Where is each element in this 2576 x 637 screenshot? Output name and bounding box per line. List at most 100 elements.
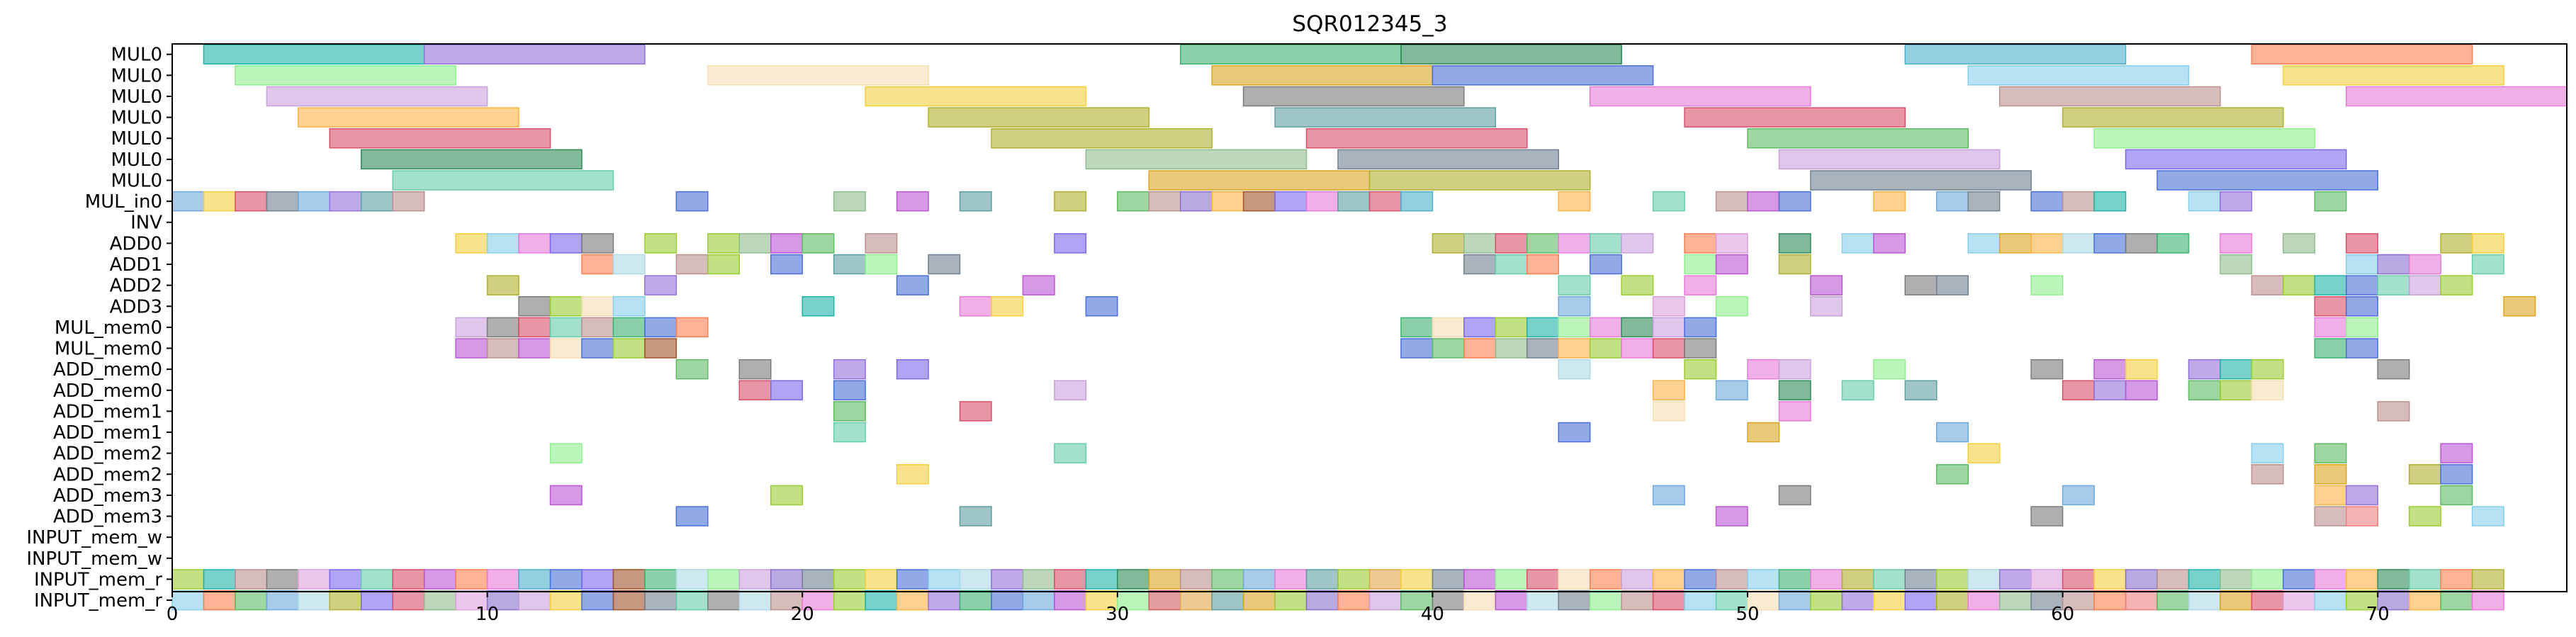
task-bar-92: [1589, 233, 1622, 254]
task-bar-88: [1463, 233, 1497, 254]
task-bar-271: [171, 569, 205, 590]
task-bar-253: [2408, 464, 2441, 485]
task-bar-259: [2062, 485, 2095, 506]
task-bar-301: [1117, 569, 1150, 590]
task-bar-411: [2251, 590, 2284, 611]
task-bar-16: [1998, 86, 2221, 107]
task-bar-306: [1274, 569, 1307, 590]
task-bar-63: [1715, 191, 1748, 212]
task-bar-207: [1558, 359, 1591, 380]
task-bar-317: [1621, 569, 1654, 590]
y-tick-label-17: ADD_mem1: [53, 401, 162, 422]
task-bar-273: [235, 569, 268, 590]
task-bar-101: [2030, 233, 2064, 254]
task-bar-390: [1589, 590, 1622, 611]
task-bar-376: [1148, 590, 1181, 611]
y-tick-label-13: MUL_mem0: [55, 317, 162, 339]
task-bar-136: [1621, 275, 1654, 295]
task-bar-71: [2093, 191, 2127, 212]
task-bar-5: [2251, 44, 2473, 64]
task-bar-106: [2220, 233, 2253, 254]
task-bar-397: [1810, 590, 1843, 611]
task-bar-134: [1022, 275, 1055, 295]
task-bar-402: [1967, 590, 2001, 611]
task-bar-158: [1652, 296, 1685, 317]
task-bar-42: [298, 191, 331, 212]
task-bar-323: [1810, 569, 1843, 590]
task-bar-164: [455, 317, 488, 338]
task-bar-27: [2093, 128, 2316, 149]
y-tick-label-21: ADD_mem3: [53, 485, 162, 507]
task-bar-1: [423, 44, 646, 64]
x-tick-label-2: 20: [791, 604, 814, 625]
task-bar-252: [2314, 464, 2347, 485]
task-bar-210: [1778, 359, 1811, 380]
task-bar-414: [2346, 590, 2378, 611]
task-bar-64: [1747, 191, 1780, 212]
task-bar-363: [738, 590, 772, 611]
task-bar-386: [1463, 590, 1497, 611]
task-bar-277: [361, 569, 393, 590]
task-bar-316: [1589, 569, 1622, 590]
task-bar-33: [392, 170, 614, 191]
task-bar-167: [549, 317, 583, 338]
task-bar-309: [1368, 569, 1402, 590]
task-bar-248: [2440, 443, 2473, 463]
task-bar-342: [2408, 569, 2441, 590]
task-bar-208: [1684, 359, 1717, 380]
task-bar-146: [2377, 275, 2410, 295]
task-bar-96: [1778, 233, 1811, 254]
task-bar-110: [2471, 233, 2504, 254]
task-bar-130: [2471, 254, 2504, 275]
task-bar-165: [486, 317, 519, 338]
task-bar-321: [1747, 569, 1780, 590]
task-bar-315: [1558, 569, 1591, 590]
task-bar-281: [486, 569, 519, 590]
task-bar-127: [2346, 254, 2378, 275]
task-bar-267: [2314, 506, 2347, 526]
task-bar-308: [1337, 569, 1371, 590]
task-bar-152: [612, 296, 646, 317]
task-bar-351: [361, 590, 393, 611]
task-bar-367: [865, 590, 898, 611]
task-bar-303: [1179, 569, 1213, 590]
task-bar-245: [1967, 443, 2001, 463]
y-tick-label-15: ADD_mem0: [53, 359, 162, 380]
task-bar-350: [329, 590, 362, 611]
task-bar-311: [1432, 569, 1465, 590]
task-bar-191: [1400, 338, 1434, 359]
task-bar-126: [2220, 254, 2253, 275]
task-bar-403: [1998, 590, 2032, 611]
task-bar-346: [203, 590, 236, 611]
task-bar-310: [1400, 569, 1434, 590]
task-bar-189: [612, 338, 646, 359]
task-bar-6: [235, 65, 456, 86]
task-bar-77: [518, 233, 551, 254]
task-bar-149: [518, 296, 551, 317]
task-bar-143: [2283, 275, 2316, 295]
task-bar-61: [1558, 191, 1591, 212]
task-bar-195: [1526, 338, 1560, 359]
task-bar-15: [1589, 86, 1811, 107]
task-bar-37: [2156, 170, 2378, 191]
task-bar-406: [2093, 590, 2127, 611]
task-bar-370: [959, 590, 992, 611]
task-bar-34: [1148, 170, 1371, 191]
task-bar-175: [1495, 317, 1528, 338]
task-bar-26: [1747, 128, 1969, 149]
task-bar-235: [959, 401, 992, 422]
task-bar-313: [1495, 569, 1528, 590]
x-tick-label-6: 60: [2051, 604, 2074, 625]
task-bar-388: [1526, 590, 1560, 611]
task-bar-129: [2408, 254, 2441, 275]
task-bar-35: [1368, 170, 1591, 191]
task-bar-99: [1967, 233, 2001, 254]
task-bar-288: [707, 569, 741, 590]
task-bar-413: [2314, 590, 2347, 611]
task-bar-47: [833, 191, 866, 212]
task-bar-373: [1054, 590, 1087, 611]
task-bar-357: [549, 590, 583, 611]
task-bar-78: [549, 233, 583, 254]
task-bar-234: [833, 401, 866, 422]
